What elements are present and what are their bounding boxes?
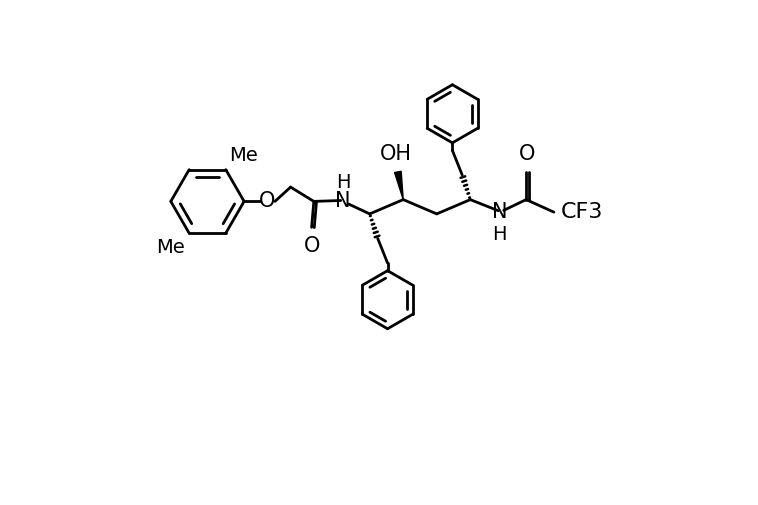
Text: OH: OH <box>380 144 412 164</box>
Text: H: H <box>492 225 506 243</box>
Text: Me: Me <box>156 238 185 258</box>
Text: N: N <box>335 191 351 212</box>
Text: O: O <box>303 236 320 256</box>
Text: N: N <box>492 202 507 222</box>
Polygon shape <box>395 171 403 199</box>
Text: O: O <box>259 191 276 212</box>
Text: O: O <box>519 144 536 164</box>
Text: CF3: CF3 <box>561 202 603 222</box>
Text: Me: Me <box>230 146 258 165</box>
Text: H: H <box>336 173 350 191</box>
